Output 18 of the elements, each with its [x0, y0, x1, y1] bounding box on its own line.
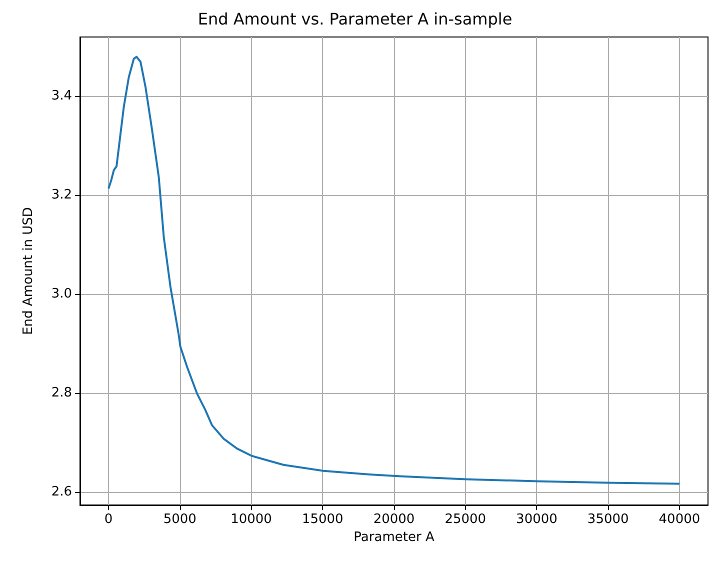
x-tick-label: 30000	[516, 512, 558, 527]
x-tick-label: 10000	[230, 512, 272, 527]
y-tick-label: 3.0	[51, 286, 72, 302]
x-tick-label: 35000	[587, 512, 629, 527]
x-tick-label: 15000	[302, 512, 344, 527]
y-tick-label: 2.8	[51, 386, 72, 401]
y-tick-label: 2.6	[51, 484, 72, 500]
line-series	[108, 56, 680, 485]
x-tick-label: 25000	[444, 512, 486, 527]
x-tick-label: 40000	[658, 512, 700, 527]
x-axis-title: Parameter A	[354, 530, 434, 545]
y-tick-label: 3.2	[51, 187, 72, 202]
y-tick-label: 3.4	[51, 88, 72, 104]
x-tick-label: 20000	[373, 512, 415, 527]
x-tick-label: 5000	[163, 512, 196, 527]
x-tick-label: 0	[104, 512, 113, 527]
chart-title: End Amount vs. Parameter A in-sample	[198, 10, 512, 28]
y-axis-title: End Amount in USD	[21, 207, 36, 335]
